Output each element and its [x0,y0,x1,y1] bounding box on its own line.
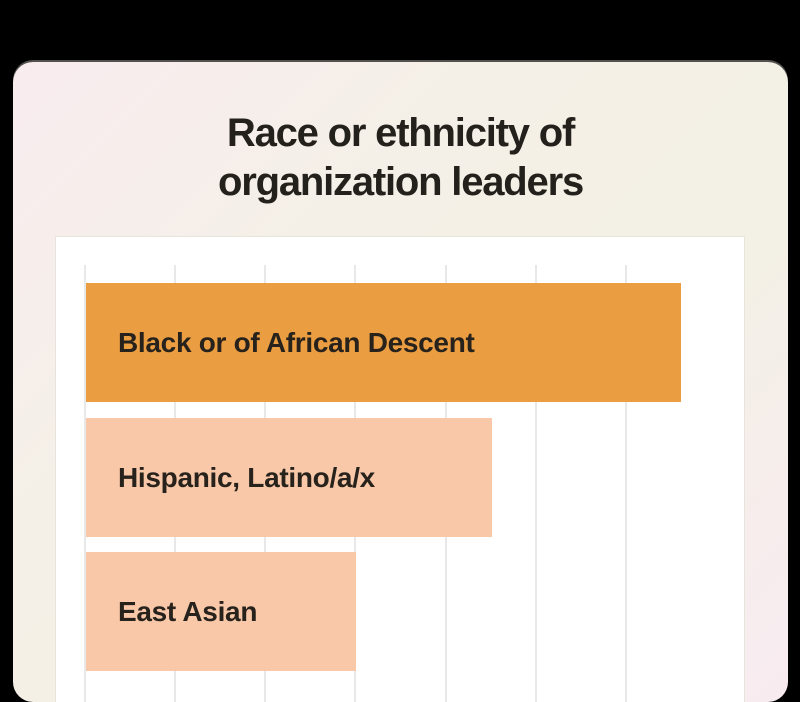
bar-east-asian: East Asian [86,552,356,671]
chart-plot-panel: Black or of African Descent Hispanic, Lat… [55,236,745,702]
gridline [625,265,627,702]
chart-title-line-1: Race or ethnicity of [226,111,575,155]
bar-label: Hispanic, Latino/a/x [118,461,375,493]
chart-title-line-2: organization leaders [218,160,584,204]
bar-black-or-of-african-descent: Black or of African Descent [86,283,681,402]
bar-hispanic-latino-a-x: Hispanic, Latino/a/x [86,418,492,537]
chart-card: Race or ethnicity of organization leader… [13,62,788,702]
bar-series: Black or of African Descent Hispanic, Lat… [56,237,744,702]
gridline [535,265,537,702]
bar-label: Black or of African Descent [118,326,475,358]
chart-title: Race or ethnicity of organization leader… [13,109,788,207]
gridline [84,265,86,702]
bar-label: East Asian [118,595,258,627]
